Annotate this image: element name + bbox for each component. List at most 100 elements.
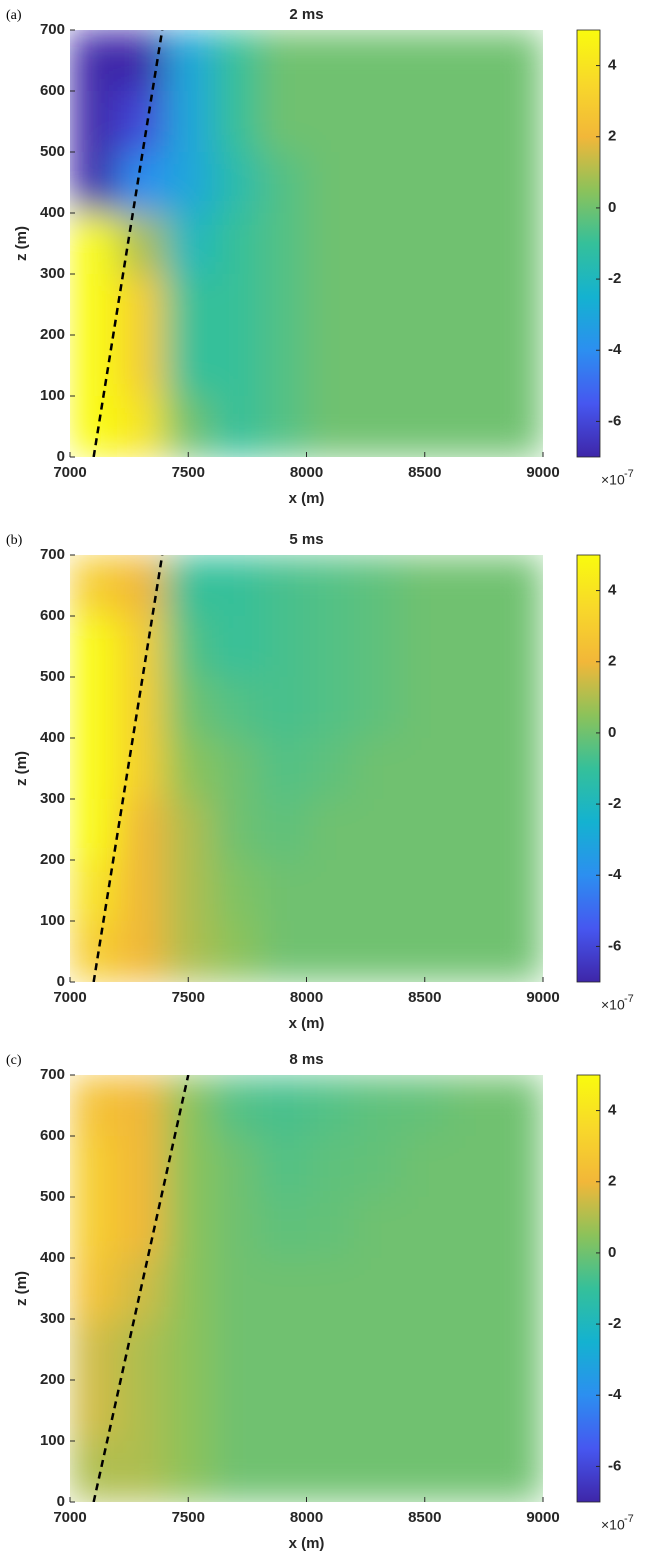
heatmap-cell [401, 1319, 449, 1381]
x-tick-label: 8500 [408, 464, 441, 481]
x-axis-label: x (m) [289, 1015, 325, 1032]
dashed-line [92, 1075, 190, 1502]
heatmap-cell [448, 335, 497, 397]
heatmap-cell [448, 274, 497, 336]
y-tick-label: 300 [40, 265, 65, 282]
heatmap-cell [306, 799, 355, 861]
heatmap [70, 30, 543, 457]
heatmap-cell [306, 1380, 355, 1442]
heatmap-cell [495, 396, 543, 457]
heatmap-cell [70, 213, 118, 275]
y-tick-label: 200 [40, 326, 65, 343]
heatmap-cell [259, 274, 307, 336]
heatmap-cell [70, 860, 118, 922]
heatmap-cell [211, 555, 260, 617]
heatmap-cell [117, 152, 166, 214]
heatmap-cell [211, 799, 260, 861]
heatmap-cell [117, 274, 166, 336]
y-tick-label: 600 [40, 1127, 65, 1144]
heatmap-cell [495, 1136, 543, 1198]
colorbar-tick-label: 0 [608, 724, 616, 741]
heatmap-cell [259, 152, 307, 214]
heatmap-cell [401, 860, 449, 922]
heatmap-cell [70, 738, 118, 800]
heatmap-cell [164, 921, 213, 982]
heatmap-cell [117, 799, 166, 861]
heatmap-cell [495, 677, 543, 739]
heatmap-cell [117, 91, 166, 153]
heatmap-cell [259, 335, 307, 397]
heatmap-cell [306, 1319, 355, 1381]
heatmap-cell [448, 1258, 497, 1320]
heatmap-cell [401, 274, 449, 336]
heatmap-cell [401, 1136, 449, 1198]
heatmap-cell [211, 274, 260, 336]
heatmap-cell [211, 738, 260, 800]
heatmap-cell [70, 335, 118, 397]
heatmap-cell [495, 1380, 543, 1442]
heatmap-cell [495, 921, 543, 982]
heatmap-cell [306, 738, 355, 800]
colorbar-tick-label: 0 [608, 1244, 616, 1261]
heatmap-cell [401, 799, 449, 861]
heatmap-cell [306, 677, 355, 739]
dashed-line [92, 555, 164, 982]
heatmap-cell [495, 738, 543, 800]
heatmap-cell [401, 738, 449, 800]
heatmap [70, 555, 543, 982]
heatmap-cell [259, 677, 307, 739]
heatmap-cell [353, 152, 402, 214]
colorbar-multiplier: ×10 [601, 1517, 625, 1533]
heatmap-cell [495, 1075, 543, 1137]
heatmap-cell [164, 1380, 213, 1442]
heatmap-cell [211, 1380, 260, 1442]
heatmap-cell [164, 1441, 213, 1502]
heatmap-cell [117, 921, 166, 982]
heatmap-cell [353, 1380, 402, 1442]
heatmap-cell [306, 335, 355, 397]
heatmap-cell [259, 1319, 307, 1381]
heatmap-cell [164, 1197, 213, 1259]
y-tick-label: 0 [57, 448, 65, 465]
chart-title: 8 ms [289, 1051, 323, 1068]
heatmap-cell [353, 1441, 402, 1502]
colorbar [576, 554, 601, 983]
heatmap-cell [70, 274, 118, 336]
heatmap-cell [306, 91, 355, 153]
heatmap-cell [164, 335, 213, 397]
heatmap-cell [211, 1319, 260, 1381]
heatmap-cell [306, 152, 355, 214]
colorbar-tick-label: 4 [608, 582, 617, 599]
heatmap-cell [211, 1136, 260, 1198]
heatmap-cell [401, 335, 449, 397]
heatmap-cell [306, 555, 355, 617]
x-axis-label: x (m) [289, 1535, 325, 1552]
heatmap-cell [164, 152, 213, 214]
colorbar-tick-label: 2 [608, 128, 616, 145]
heatmap-cell [70, 152, 118, 214]
y-tick-label: 500 [40, 143, 65, 160]
heatmap-cell [306, 213, 355, 275]
heatmap-cell [353, 213, 402, 275]
colorbar-exponent: -7 [624, 993, 634, 1005]
heatmap-cell [164, 616, 213, 678]
heatmap-cell [164, 799, 213, 861]
heatmap-cell [70, 1197, 118, 1259]
x-tick-label: 9000 [526, 989, 559, 1006]
heatmap-cell [306, 1258, 355, 1320]
heatmap-cell [164, 213, 213, 275]
heatmap-cell [401, 677, 449, 739]
colorbar-tick-label: -2 [608, 1315, 621, 1332]
x-tick-label: 7000 [53, 464, 86, 481]
colorbar-tick-label: -6 [608, 1457, 621, 1474]
colorbar [576, 29, 601, 458]
heatmap-cell [401, 91, 449, 153]
heatmap-cell [211, 677, 260, 739]
heatmap-cell [401, 213, 449, 275]
heatmap-cell [495, 213, 543, 275]
heatmap-cell [353, 616, 402, 678]
x-tick-label: 7500 [172, 1509, 205, 1526]
heatmap-cell [353, 921, 402, 982]
